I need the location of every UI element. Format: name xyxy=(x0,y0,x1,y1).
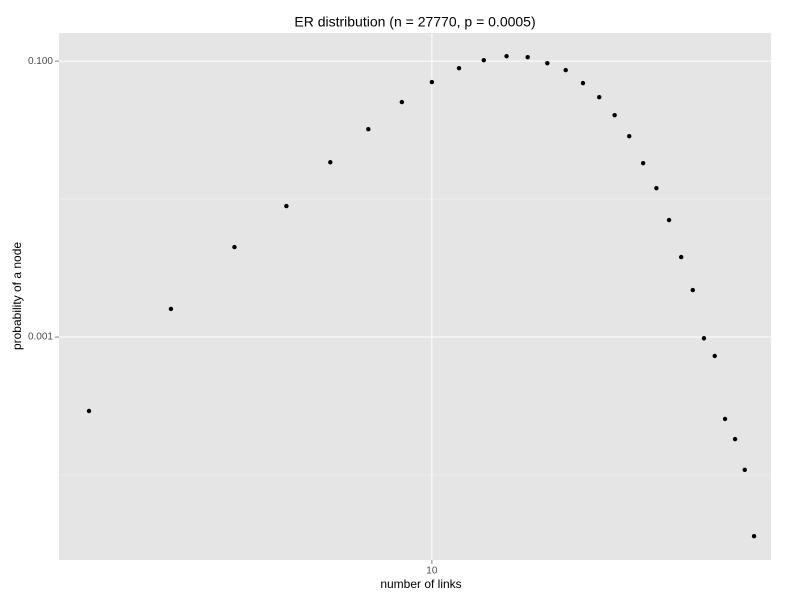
point xyxy=(690,287,696,293)
point xyxy=(640,161,646,166)
point xyxy=(712,353,717,359)
point xyxy=(751,534,757,539)
x-tick-label: 10 xyxy=(426,566,438,577)
y-tick-label: 0.001 xyxy=(28,332,53,343)
point xyxy=(612,112,617,118)
point xyxy=(597,94,602,100)
point xyxy=(654,185,659,191)
point xyxy=(328,160,333,165)
plot-panel xyxy=(59,33,771,560)
point xyxy=(366,127,371,132)
point xyxy=(168,306,174,312)
point xyxy=(701,336,707,341)
point xyxy=(580,80,586,86)
point xyxy=(525,54,530,60)
point xyxy=(481,57,486,63)
point xyxy=(742,467,747,473)
y-axis-label: probability of a node xyxy=(10,242,24,350)
point xyxy=(666,217,672,223)
x-axis-label: number of links xyxy=(380,577,461,591)
point xyxy=(678,254,684,260)
point xyxy=(232,244,237,250)
chart-title: ER distribution (n = 27770, p = 0.0005) xyxy=(294,14,535,30)
point xyxy=(627,133,632,139)
point xyxy=(563,67,568,73)
point xyxy=(429,79,435,85)
point xyxy=(504,53,509,59)
point xyxy=(545,60,550,66)
y-tick-label: 0.100 xyxy=(28,56,53,67)
point xyxy=(399,99,405,105)
point xyxy=(722,416,728,422)
point xyxy=(456,66,462,71)
point xyxy=(284,203,289,209)
point xyxy=(732,436,738,442)
point xyxy=(86,408,92,414)
